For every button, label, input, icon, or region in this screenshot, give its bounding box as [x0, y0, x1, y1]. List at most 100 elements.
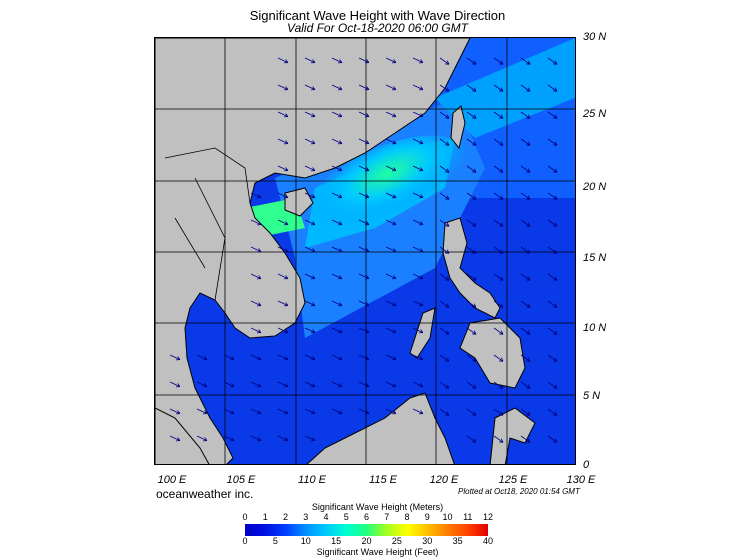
wave-direction-arrow	[250, 192, 262, 199]
wave-direction-arrow	[358, 381, 370, 388]
wave-direction-arrow	[520, 84, 531, 92]
wave-direction-arrow	[331, 165, 343, 172]
map-subtitle: Valid For Oct-18-2020 06:00 GMT	[287, 21, 468, 35]
legend-feet-tick: 20	[361, 536, 372, 546]
wave-direction-arrow	[439, 273, 450, 281]
legend-feet-tick: 35	[452, 536, 463, 546]
wave-direction-arrow	[385, 273, 397, 280]
legend-feet-tick: 5	[272, 536, 278, 546]
legend-meters-tick: 2	[282, 512, 289, 522]
legend-meters-tick: 1	[262, 512, 268, 522]
wave-direction-arrow	[412, 273, 424, 280]
asia-mainland	[155, 38, 471, 464]
wave-direction-arrow	[331, 408, 343, 415]
wave-direction-arrow	[331, 219, 343, 226]
wave-direction-arrow	[331, 300, 343, 307]
wave-direction-arrow	[223, 354, 235, 361]
sulawesi-island	[489, 407, 536, 464]
wave-direction-arrow	[547, 57, 558, 65]
wave-direction-arrow	[277, 111, 289, 118]
wave-direction-arrow	[547, 165, 558, 173]
wave-direction-arrow	[412, 327, 424, 334]
wave-direction-arrow	[439, 57, 450, 65]
wave-direction-arrow	[412, 165, 424, 172]
wave-direction-arrow	[412, 111, 424, 118]
wave-direction-arrow	[304, 273, 316, 280]
wave-direction-arrow	[439, 354, 450, 362]
wave-direction-arrow	[304, 138, 316, 145]
wave-height-map[interactable]	[154, 37, 576, 465]
legend-meters-tick: 3	[303, 512, 309, 522]
luzon-island	[442, 217, 501, 319]
wave-direction-arrow	[493, 435, 504, 443]
legend-feet-tick: 0	[242, 536, 248, 546]
taiwan-island	[450, 105, 466, 150]
wave-direction-arrow	[520, 138, 531, 146]
lon-label-105e: 105 E	[226, 474, 256, 486]
wave-direction-arrow	[466, 273, 477, 281]
wave-direction-arrow	[412, 57, 424, 64]
wave-direction-arrow	[277, 84, 289, 91]
wave-direction-arrow	[520, 381, 531, 389]
wave-direction-arrow	[358, 246, 370, 253]
legend-meters-title: Significant Wave Height (Meters)	[311, 502, 444, 512]
wave-direction-arrow	[412, 138, 424, 145]
wave-direction-arrow	[493, 84, 504, 92]
wave-direction-arrow	[439, 138, 450, 146]
legend-feet-tick: 25	[391, 536, 402, 546]
wave-direction-arrow	[493, 165, 504, 173]
wave-direction-arrow	[277, 354, 289, 361]
wave-direction-arrow	[439, 111, 450, 119]
wave-direction-arrow	[466, 192, 477, 200]
wave-direction-arrow	[385, 192, 397, 199]
wave-direction-arrow	[358, 111, 370, 118]
legend-meters-tick: 10	[442, 512, 453, 522]
wave-direction-arrow	[466, 381, 477, 389]
wave-direction-arrow	[196, 435, 208, 442]
wave-direction-arrow	[250, 327, 262, 334]
wave-direction-arrow	[277, 435, 289, 442]
legend-meters-tick: 12	[482, 512, 494, 522]
wave-direction-arrow	[439, 381, 450, 389]
wave-direction-arrow	[547, 138, 558, 146]
wave-direction-arrow	[196, 381, 208, 388]
wave-direction-arrow	[304, 300, 316, 307]
wave-direction-arrow	[439, 192, 450, 200]
wave-direction-arrow	[358, 408, 370, 415]
wave-direction-arrow	[412, 408, 424, 415]
wave-direction-arrow	[358, 57, 370, 64]
wave-direction-arrow	[520, 300, 531, 308]
wave-direction-arrow	[493, 354, 504, 362]
wave-direction-arrow	[466, 84, 477, 92]
wave-direction-arrow	[304, 57, 316, 64]
wave-direction-arrow	[277, 381, 289, 388]
wave-direction-arrow	[439, 84, 450, 92]
wave-direction-arrow	[547, 192, 558, 200]
legend-feet-title: Significant Wave Height (Feet)	[316, 547, 439, 557]
wave-direction-arrow	[358, 84, 370, 91]
wave-direction-arrow	[520, 435, 531, 443]
wave-direction-arrow	[250, 219, 262, 226]
lat-label-0: 0	[583, 459, 590, 471]
wave-height-colorbar	[245, 524, 488, 536]
lon-label-125e: 125 E	[498, 474, 528, 486]
wave-direction-arrow	[412, 192, 424, 199]
wave-direction-arrow	[358, 219, 370, 226]
wave-direction-arrow	[520, 219, 531, 227]
wave-direction-arrow	[547, 300, 558, 308]
wave-direction-arrows	[169, 57, 558, 443]
wave-direction-arrow	[439, 165, 450, 173]
wave-direction-arrow	[331, 138, 343, 145]
wave-direction-arrow	[385, 300, 397, 307]
wave-direction-arrow	[277, 219, 289, 226]
wave-direction-arrow	[331, 354, 343, 361]
lon-label-110e: 110 E	[298, 474, 326, 486]
wave-direction-arrow	[385, 111, 397, 118]
lat-label-25n: 25 N	[583, 108, 607, 120]
wave-direction-arrow	[547, 327, 558, 335]
legend-meters-tick: 4	[323, 512, 329, 522]
wave-direction-arrow	[493, 327, 504, 335]
wave-direction-arrow	[331, 273, 343, 280]
wave-direction-arrow	[466, 219, 477, 227]
wave-direction-arrow	[493, 300, 504, 308]
